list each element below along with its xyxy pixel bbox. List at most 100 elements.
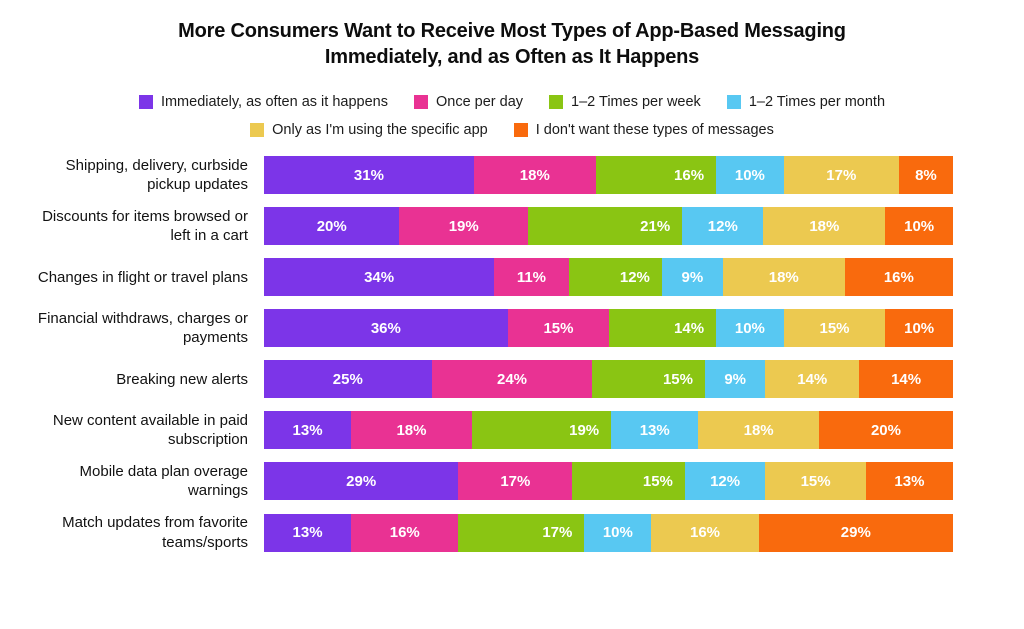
segment-value: 15% [819,319,850,337]
legend-swatch [549,95,564,109]
bar-segment: 34% [264,258,495,297]
bar-segment: 24% [431,360,593,399]
bar-segment: 13% [264,411,352,450]
segment-value: 16% [389,524,420,542]
bar-segment: 17% [458,513,585,552]
legend-swatch [413,95,428,109]
category-label: Changes in flight or travel plans [37,268,248,286]
segment-value: 10% [734,319,765,337]
stacked-bar: 25% 24% 15% 9% 14% 14% [264,360,954,399]
legend-item: 1–2 Times per week [549,94,701,110]
segment-value: 16% [883,268,914,286]
segment-value: 18% [743,421,774,439]
legend-label: Only as I'm using the specific app [272,122,488,138]
segment-value: 10% [734,166,765,184]
bar-segment: 15% [507,309,610,348]
segment-value: 15% [662,370,693,388]
bar-segment: 18% [722,258,845,297]
segment-value: 21% [640,217,671,235]
bar-segment: 16% [651,513,759,552]
bar-segment: 16% [844,258,953,297]
bar-segment: 12% [684,462,766,501]
segment-value: 15% [642,472,673,490]
bar-segment: 36% [264,309,508,348]
segment-value: 10% [602,524,633,542]
chart-row: Shipping, delivery, curbside pickup upda… [24,156,953,195]
legend-item: Immediately, as often as it happens [138,94,388,110]
segment-value: 11% [516,268,547,286]
bar-segment: 10% [716,156,784,195]
legend: Immediately, as often as it happens Once … [0,94,1024,138]
legend-item: Only as I'm using the specific app [250,122,488,138]
segment-value: 13% [894,472,925,490]
segment-value: 19% [569,421,600,439]
segment-value: 14% [797,370,828,388]
bar-segment: 10% [716,309,784,348]
legend-label: I don't want these types of messages [535,122,774,138]
segment-value: 14% [674,319,705,337]
segment-value: 20% [870,421,901,439]
bar-segment: 13% [264,513,352,552]
bar-segment: 18% [698,411,819,450]
category-label: Shipping, delivery, curbside pickup upda… [65,157,248,194]
bar-segment: 25% [264,360,432,399]
category-label: Breaking new alerts [116,370,248,388]
bar-segment: 10% [584,513,652,552]
bar-segment: 13% [611,411,699,450]
stacked-bar: 36% 15% 14% 10% 15% 10% [264,309,953,348]
chart-row: Mobile data plan overage warnings 29% 17% 1… [24,462,954,501]
bar-segment: 13% [865,462,954,501]
segment-value: 25% [332,370,363,388]
segment-value: 9% [724,370,746,388]
category-label: New content available in paid subscripti… [52,412,248,449]
bar-segment: 15% [765,462,866,501]
category-label: Financial withdraws, charges or payments [37,310,248,347]
chart-title-line-1: More Consumers Want to Receive Most Type… [178,20,846,42]
segment-value: 13% [639,421,670,439]
segment-value: 18% [768,268,799,286]
bar-segment: 20% [264,207,400,246]
segment-value: 12% [707,217,738,235]
segment-value: 19% [448,217,479,235]
bar-segment: 9% [661,258,723,297]
segment-value: 20% [316,217,347,235]
chart-title: More Consumers Want to Receive Most Type… [0,0,1024,70]
legend-item: Once per day [413,94,524,110]
segment-value: 18% [396,421,427,439]
bar-segment: 17% [458,462,573,501]
segment-value: 29% [840,524,871,542]
stacked-bar: 34% 11% 12% 9% 18% 16% [264,258,953,297]
chart-row: New content available in paid subscripti… [24,411,954,450]
bar-segment: 17% [783,156,899,195]
segment-value: 10% [904,217,935,235]
segment-value: 13% [292,421,323,439]
bar-segment: 11% [494,258,569,297]
bar-segment: 18% [473,156,596,195]
segment-value: 15% [543,319,574,337]
chart-row: Changes in flight or travel plans 34% 11% 1… [24,258,953,297]
segment-value: 17% [542,524,573,542]
bar-segment: 14% [859,360,954,399]
legend-row-2: Only as I'm using the specific app I don'… [0,122,1024,138]
bar-segment: 12% [682,207,764,246]
stacked-bar: 31% 18% 16% 10% 17% 8% [264,156,953,195]
bar-segment: 14% [609,309,717,348]
stacked-bar: 13% 16% 17% 10% 16% 29% [264,513,954,552]
bar-segment: 19% [471,411,612,450]
segment-value: 14% [891,370,922,388]
stacked-bar: 13% 18% 19% 13% 18% 20% [264,411,954,450]
chart-row: Financial withdraws, charges or payments… [24,309,953,348]
stacked-bar: 29% 17% 15% 12% 15% 13% [264,462,954,501]
bar-segment: 20% [818,411,954,450]
bar-segment: 9% [705,360,766,399]
segment-value: 12% [710,472,741,490]
legend-item: 1–2 Times per month [726,94,885,110]
category-label: Match updates from favorite teams/sports [62,514,248,551]
segment-value: 8% [915,166,937,184]
segment-value: 18% [809,217,840,235]
bar-segment: 29% [264,462,459,501]
legend-label: Immediately, as often as it happens [160,94,388,110]
legend-label: Once per day [435,94,524,110]
chart-row: Discounts for items browsed or left in a… [24,207,953,246]
